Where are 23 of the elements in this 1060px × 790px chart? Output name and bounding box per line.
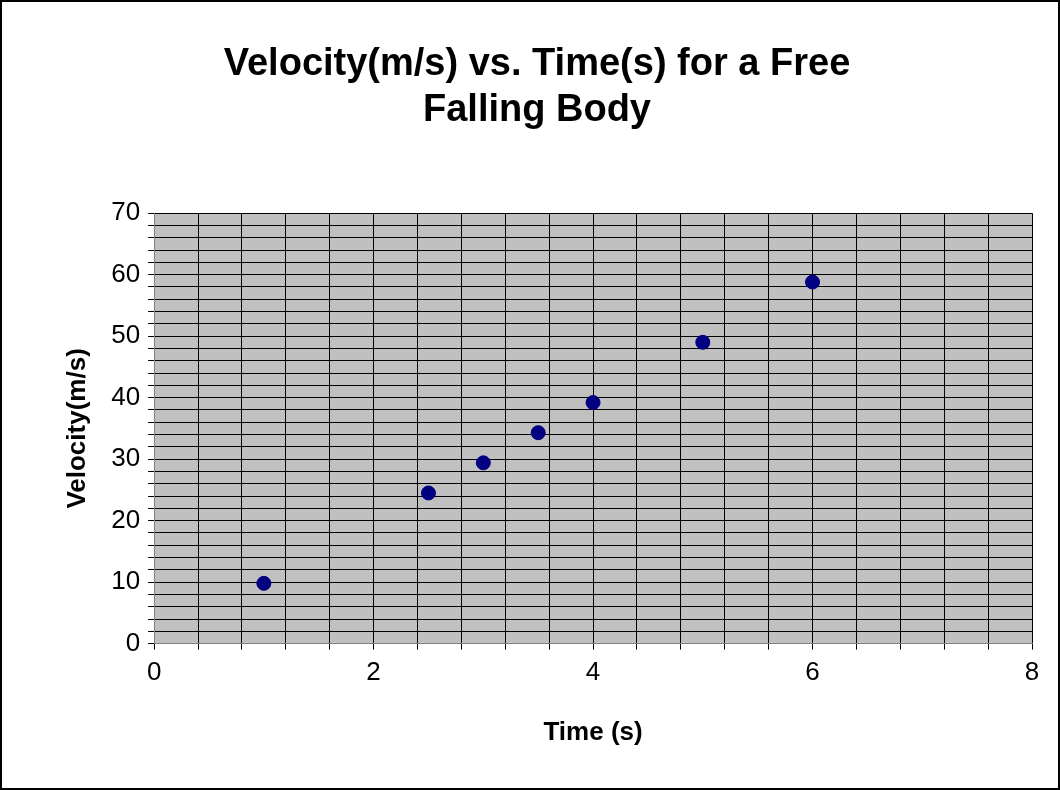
point bbox=[585, 395, 601, 411]
y-tick-label: 50 bbox=[111, 319, 141, 350]
y-tick-label: 70 bbox=[111, 196, 141, 227]
x-tick-label: 6 bbox=[805, 656, 820, 687]
point bbox=[695, 334, 711, 350]
point bbox=[420, 485, 436, 501]
point bbox=[530, 425, 546, 441]
point bbox=[475, 455, 491, 471]
y-axis-title: Velocity(m/s) bbox=[60, 348, 91, 509]
x-axis-title: Time (s) bbox=[543, 715, 643, 746]
chart-title: Velocity(m/s) vs. Time(s) for a Free Falling Body bbox=[223, 41, 851, 129]
x-tick-label: 8 bbox=[1024, 656, 1040, 687]
y-tick-label: 0 bbox=[125, 626, 141, 657]
point bbox=[256, 575, 272, 591]
x-tick-label: 4 bbox=[585, 656, 601, 687]
y-tick-label: 60 bbox=[111, 257, 141, 288]
x-tick-label: 2 bbox=[366, 656, 381, 687]
y-tick-label: 20 bbox=[111, 503, 141, 534]
x-tick-label: 0 bbox=[146, 656, 162, 687]
y-tick-label: 10 bbox=[111, 565, 141, 596]
point bbox=[805, 274, 821, 290]
y-tick-label: 30 bbox=[111, 442, 141, 473]
y-tick-label: 40 bbox=[111, 380, 141, 411]
